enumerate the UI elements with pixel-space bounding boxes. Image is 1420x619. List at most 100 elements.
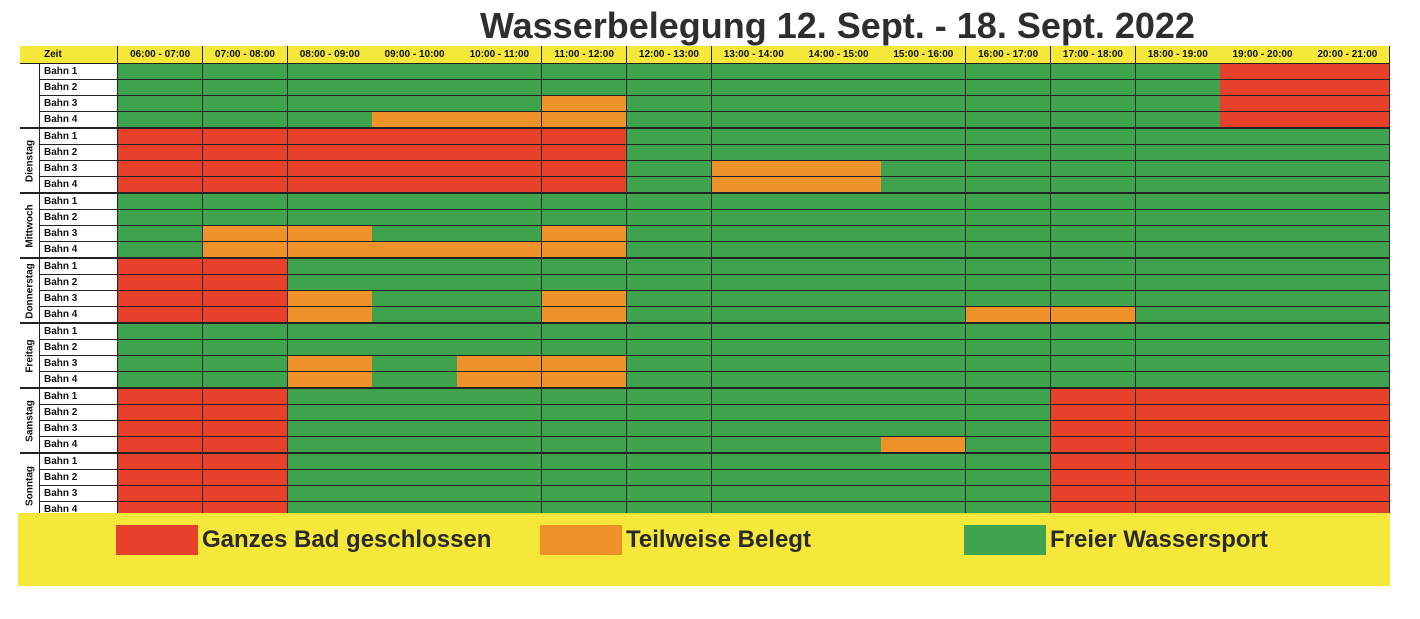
- slot-cell: [118, 372, 204, 387]
- lane-label: Bahn 3: [40, 226, 118, 241]
- slot-cell: [626, 226, 713, 241]
- slot-cell: [542, 437, 628, 452]
- slot-cell: [711, 372, 797, 387]
- slot-cell: [118, 389, 204, 404]
- header-time-slot: 11:00 - 12:00: [542, 46, 628, 63]
- slot-cell: [287, 324, 373, 339]
- slot-cell: [796, 356, 882, 371]
- slot-cell: [711, 389, 797, 404]
- slot-cell: [1050, 145, 1137, 160]
- slot-cell: [626, 259, 713, 274]
- slot-cell: [1305, 145, 1391, 160]
- slot-cell: [287, 145, 373, 160]
- slot-cell: [711, 112, 797, 127]
- slot-cell: [626, 80, 713, 95]
- slot-cell: [1220, 194, 1306, 209]
- slot-cell: [1305, 389, 1391, 404]
- slot-cell: [372, 356, 458, 371]
- slot-cell: [1050, 80, 1137, 95]
- slot-cell: [626, 421, 713, 436]
- header-time-slot: 08:00 - 09:00: [287, 46, 373, 63]
- slot-cell: [881, 226, 967, 241]
- lane-label: Bahn 2: [40, 80, 118, 95]
- slot-cell: [966, 80, 1052, 95]
- slot-cell: [202, 356, 289, 371]
- slot-cell: [966, 242, 1052, 257]
- slot-cell: [626, 486, 713, 501]
- legend-label-partial: Teilweise Belegt: [626, 526, 811, 553]
- slot-cell: [1220, 356, 1306, 371]
- slot-cell: [118, 405, 204, 420]
- slot-cell: [287, 129, 373, 144]
- slot-cell: [457, 242, 543, 257]
- slot-cell: [1135, 324, 1221, 339]
- slot-cell: [796, 454, 882, 469]
- slot-cell: [966, 226, 1052, 241]
- slot-cell: [372, 226, 458, 241]
- slot-cell: [881, 324, 967, 339]
- slot-cell: [1220, 80, 1306, 95]
- slot-cell: [1135, 161, 1221, 176]
- slot-cell: [118, 454, 204, 469]
- slot-cell: [542, 129, 628, 144]
- slot-cell: [966, 210, 1052, 225]
- slot-cell: [796, 372, 882, 387]
- slot-cell: [711, 259, 797, 274]
- slot-cell: [626, 112, 713, 127]
- slot-cell: [626, 210, 713, 225]
- slot-cell: [1220, 307, 1306, 322]
- slot-cell: [457, 340, 543, 355]
- slot-cell: [796, 421, 882, 436]
- slot-cell: [796, 96, 882, 111]
- slot-cell: [202, 145, 289, 160]
- slot-cell: [1220, 389, 1306, 404]
- slot-cell: [1220, 242, 1306, 257]
- slot-cell: [1220, 324, 1306, 339]
- slot-cell: [457, 372, 543, 387]
- slot-cell: [118, 275, 204, 290]
- slot-cell: [1220, 486, 1306, 501]
- lane-label: Bahn 1: [40, 129, 118, 144]
- slot-cell: [1050, 96, 1137, 111]
- slot-cell: [1220, 96, 1306, 111]
- slot-cell: [1050, 470, 1137, 485]
- slot-cell: [118, 307, 204, 322]
- slot-cell: [372, 470, 458, 485]
- slot-cell: [118, 129, 204, 144]
- slot-cell: [796, 242, 882, 257]
- slot-cell: [1135, 437, 1221, 452]
- slot-cell: [118, 80, 204, 95]
- slot-cell: [202, 454, 289, 469]
- slot-cell: [118, 112, 204, 127]
- page-title: Wasserbelegung 12. Sept. - 18. Sept. 202…: [480, 5, 1195, 46]
- slot-cell: [1050, 194, 1137, 209]
- slot-cell: [372, 437, 458, 452]
- slot-cell: [1050, 129, 1137, 144]
- slot-cell: [966, 275, 1052, 290]
- slot-cell: [287, 112, 373, 127]
- slot-cell: [118, 194, 204, 209]
- slot-cell: [626, 161, 713, 176]
- slot-cell: [711, 324, 797, 339]
- slot-cell: [457, 129, 543, 144]
- slot-cell: [202, 194, 289, 209]
- slot-cell: [626, 454, 713, 469]
- slot-cell: [542, 340, 628, 355]
- slot-cell: [118, 210, 204, 225]
- slot-cell: [966, 389, 1052, 404]
- slot-cell: [711, 307, 797, 322]
- slot-cell: [118, 470, 204, 485]
- slot-cell: [1220, 421, 1306, 436]
- slot-cell: [1050, 112, 1137, 127]
- slot-cell: [1305, 64, 1391, 79]
- slot-cell: [626, 177, 713, 192]
- day-label: Freitag: [20, 324, 40, 387]
- slot-cell: [457, 161, 543, 176]
- slot-cell: [1050, 486, 1137, 501]
- slot-cell: [1135, 372, 1221, 387]
- slot-cell: [1135, 340, 1221, 355]
- slot-cell: [626, 96, 713, 111]
- slot-cell: [881, 372, 967, 387]
- slot-cell: [711, 421, 797, 436]
- slot-cell: [1220, 64, 1306, 79]
